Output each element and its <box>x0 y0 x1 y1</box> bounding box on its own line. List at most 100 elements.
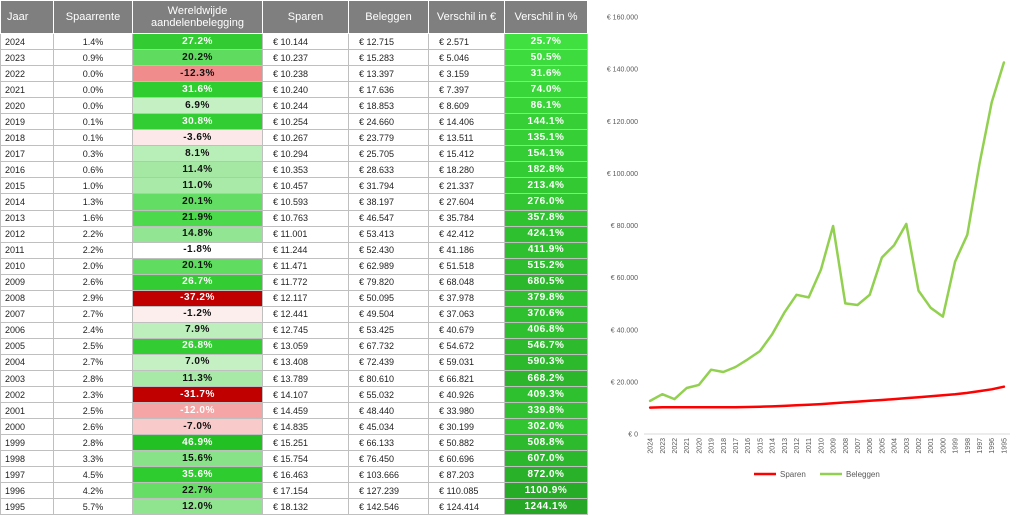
savings-cell: € 13.408 <box>262 353 349 371</box>
savings-rate-cell: 2.4% <box>53 321 133 339</box>
diff-pct-cell: 31.6% <box>504 65 588 83</box>
year-cell: 1999 <box>0 434 54 452</box>
x-tick-label: 2012 <box>794 438 801 454</box>
table-row: 2016 0.6% 11.4% € 10.353 € 28.633 € 18.280 182… <box>0 161 588 179</box>
x-tick-label: 2011 <box>806 438 813 453</box>
savings-vs-investing-table: Jaar Spaarrente Wereldwijde aandelenbele… <box>0 0 588 515</box>
investing-cell: € 52.430 <box>348 241 429 259</box>
savings-rate-cell: 2.8% <box>53 434 133 452</box>
savings-cell: € 17.154 <box>262 482 349 500</box>
savings-cell: € 10.267 <box>262 129 349 147</box>
series-line-beleggen <box>648 61 1006 403</box>
stock-return-cell: 15.6% <box>132 450 263 468</box>
stock-return-cell: -1.8% <box>132 241 263 259</box>
savings-cell: € 10.294 <box>262 145 349 163</box>
savings-rate-cell: 2.6% <box>53 273 133 291</box>
investing-cell: € 18.853 <box>348 97 429 115</box>
savings-rate-cell: 2.9% <box>53 289 133 307</box>
y-tick-label: € 0 <box>628 432 638 439</box>
x-tick-label: 2002 <box>916 438 923 454</box>
table-row: 1995 5.7% 12.0% € 18.132 € 142.546 € 124.414 1… <box>0 498 588 515</box>
stock-return-cell: 7.0% <box>132 353 263 371</box>
diff-euro-cell: € 42.412 <box>428 225 505 243</box>
diff-euro-cell: € 2.571 <box>428 32 505 51</box>
stock-return-cell: 26.7% <box>132 273 263 291</box>
savings-cell: € 13.059 <box>262 337 349 355</box>
year-cell: 2009 <box>0 273 54 291</box>
year-cell: 2001 <box>0 402 54 420</box>
year-cell: 2022 <box>0 65 54 83</box>
legend: Sparen Beleggen <box>754 470 880 479</box>
table-row: 2020 0.0% 6.9% € 10.244 € 18.853 € 8.609 86.1% <box>0 97 588 115</box>
savings-rate-cell: 2.5% <box>53 402 133 420</box>
diff-pct-cell: 590.3% <box>504 353 588 371</box>
savings-rate-cell: 0.0% <box>53 97 133 115</box>
savings-rate-cell: 2.7% <box>53 353 133 371</box>
stock-return-cell: -12.3% <box>132 65 263 83</box>
investing-cell: € 25.705 <box>348 145 429 163</box>
savings-rate-cell: 2.7% <box>53 305 133 323</box>
diff-euro-cell: € 18.280 <box>428 161 505 179</box>
savings-cell: € 12.117 <box>262 289 349 307</box>
stock-return-cell: -3.6% <box>132 129 263 147</box>
savings-rate-cell: 2.3% <box>53 386 133 404</box>
diff-euro-cell: € 13.511 <box>428 129 505 147</box>
stock-return-cell: -12.0% <box>132 402 263 420</box>
savings-rate-cell: 0.0% <box>53 81 133 99</box>
stock-return-cell: -31.7% <box>132 386 263 404</box>
diff-euro-cell: € 68.048 <box>428 273 505 291</box>
savings-cell: € 16.463 <box>262 466 349 484</box>
x-tick-label: 2014 <box>770 438 777 454</box>
table-row: 2018 0.1% -3.6% € 10.267 € 23.779 € 13.511 135… <box>0 129 588 147</box>
table-header-row: Jaar Spaarrente Wereldwijde aandelenbele… <box>0 0 588 34</box>
stock-return-cell: 27.2% <box>132 32 263 51</box>
x-tick-label: 2013 <box>782 438 789 454</box>
y-tick-label: € 140.000 <box>607 67 638 74</box>
investing-cell: € 55.032 <box>348 386 429 404</box>
investing-cell: € 67.732 <box>348 337 429 355</box>
table-row: 1999 2.8% 46.9% € 15.251 € 66.133 € 50.882 508… <box>0 434 588 452</box>
savings-rate-cell: 0.1% <box>53 129 133 147</box>
diff-euro-cell: € 35.784 <box>428 209 505 227</box>
table-row: 2005 2.5% 26.8% € 13.059 € 67.732 € 54.672 546… <box>0 337 588 355</box>
table-row: 2000 2.6% -7.0% € 14.835 € 45.034 € 30.199 302… <box>0 418 588 436</box>
y-tick-label: € 100.000 <box>607 171 638 178</box>
stock-return-cell: 35.6% <box>132 466 263 484</box>
diff-euro-cell: € 40.926 <box>428 386 505 404</box>
table-row: 2022 0.0% -12.3% € 10.238 € 13.397 € 3.159 31.… <box>0 65 588 83</box>
investing-cell: € 17.636 <box>348 81 429 99</box>
x-tick-label: 2008 <box>843 438 850 454</box>
year-cell: 2014 <box>0 193 54 211</box>
table-row: 2017 0.3% 8.1% € 10.294 € 25.705 € 15.412 154.… <box>0 145 588 163</box>
y-tick-label: € 20.000 <box>611 379 638 386</box>
diff-euro-cell: € 37.978 <box>428 289 505 307</box>
x-tick-label: 2010 <box>818 438 825 454</box>
table-row: 2007 2.7% -1.2% € 12.441 € 49.504 € 37.063 370… <box>0 305 588 323</box>
year-cell: 2007 <box>0 305 54 323</box>
savings-cell: € 11.772 <box>262 273 349 291</box>
year-cell: 2005 <box>0 337 54 355</box>
stock-return-cell: 7.9% <box>132 321 263 339</box>
x-tick-label: 2001 <box>928 438 935 454</box>
stock-return-cell: 20.1% <box>132 193 263 211</box>
diff-euro-cell: € 60.696 <box>428 450 505 468</box>
investing-cell: € 49.504 <box>348 305 429 323</box>
x-tick-label: 1998 <box>965 438 972 454</box>
stock-return-cell: 8.1% <box>132 145 263 163</box>
table-row: 2004 2.7% 7.0% € 13.408 € 72.439 € 59.031 590.… <box>0 353 588 371</box>
table-row: 2003 2.8% 11.3% € 13.789 € 80.610 € 66.821 668… <box>0 369 588 388</box>
x-tick-label: 2021 <box>684 438 691 454</box>
diff-euro-cell: € 66.821 <box>428 369 505 388</box>
savings-rate-cell: 2.6% <box>53 418 133 436</box>
investing-cell: € 13.397 <box>348 65 429 83</box>
x-tick-label: 2006 <box>867 438 874 454</box>
savings-rate-cell: 2.5% <box>53 337 133 355</box>
diff-pct-cell: 668.2% <box>504 369 588 388</box>
y-tick-label: € 80.000 <box>611 223 638 230</box>
savings-cell: € 15.251 <box>262 434 349 452</box>
investing-cell: € 53.413 <box>348 225 429 243</box>
table-row: 2011 2.2% -1.8% € 11.244 € 52.430 € 41.186 411… <box>0 241 588 259</box>
table-row: 2008 2.9% -37.2% € 12.117 € 50.095 € 37.978 37… <box>0 289 588 307</box>
legend-label: Beleggen <box>846 470 880 479</box>
savings-cell: € 18.132 <box>262 498 349 515</box>
